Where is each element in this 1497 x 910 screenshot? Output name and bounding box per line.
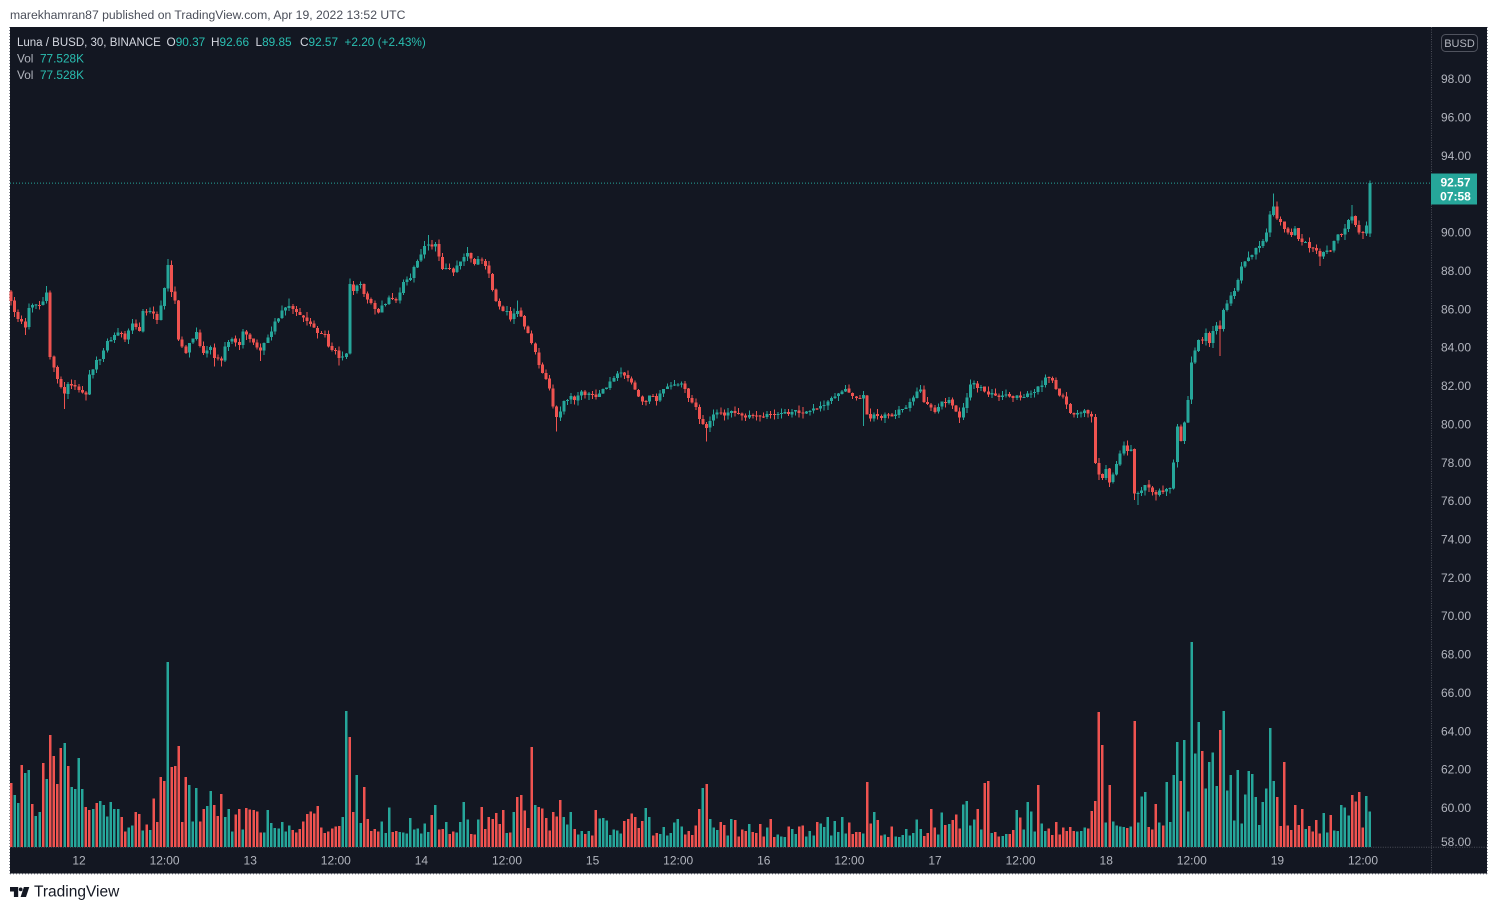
svg-text:12:00: 12:00 — [834, 853, 864, 867]
svg-text:94.00: 94.00 — [1441, 149, 1471, 163]
svg-text:70.00: 70.00 — [1441, 609, 1471, 623]
svg-text:13: 13 — [244, 853, 258, 867]
svg-text:60.00: 60.00 — [1441, 801, 1471, 815]
svg-text:12:00: 12:00 — [1348, 853, 1378, 867]
svg-text:64.00: 64.00 — [1441, 724, 1471, 738]
svg-text:82.00: 82.00 — [1441, 379, 1471, 393]
svg-text:86.00: 86.00 — [1441, 302, 1471, 316]
svg-text:92.57: 92.57 — [1440, 175, 1470, 189]
svg-text:18: 18 — [1100, 853, 1114, 867]
svg-text:76.00: 76.00 — [1441, 494, 1471, 508]
svg-text:12:00: 12:00 — [321, 853, 351, 867]
svg-text:Luna / BUSD, 30, BINANCE: Luna / BUSD, 30, BINANCE — [17, 37, 161, 49]
svg-text:80.00: 80.00 — [1441, 417, 1471, 431]
svg-text:14: 14 — [415, 853, 429, 867]
svg-text:12:00: 12:00 — [663, 853, 693, 867]
svg-text:19: 19 — [1271, 853, 1285, 867]
svg-text:68.00: 68.00 — [1441, 648, 1471, 662]
svg-text:H92.66: H92.66 — [211, 35, 249, 49]
svg-text:66.00: 66.00 — [1441, 686, 1471, 700]
svg-text:12:00: 12:00 — [1006, 853, 1036, 867]
svg-text:07:58: 07:58 — [1440, 190, 1471, 204]
svg-text:77.528K: 77.528K — [40, 52, 84, 66]
svg-text:77.528K: 77.528K — [40, 68, 84, 82]
svg-text:12:00: 12:00 — [492, 853, 522, 867]
svg-text:88.00: 88.00 — [1441, 264, 1471, 278]
svg-text:98.00: 98.00 — [1441, 72, 1471, 86]
svg-text:O90.37: O90.37 — [167, 35, 206, 49]
svg-text:12:00: 12:00 — [1177, 853, 1207, 867]
svg-text:74.00: 74.00 — [1441, 533, 1471, 547]
svg-text:78.00: 78.00 — [1441, 456, 1471, 470]
svg-text:+2.20 (+2.43%): +2.20 (+2.43%) — [345, 35, 426, 49]
svg-text:L89.85: L89.85 — [256, 35, 293, 49]
svg-text:C92.57: C92.57 — [300, 35, 338, 49]
svg-text:Vol: Vol — [17, 52, 33, 66]
svg-text:96.00: 96.00 — [1441, 111, 1471, 125]
svg-text:12: 12 — [72, 853, 86, 867]
svg-text:TradingView: TradingView — [34, 884, 120, 901]
svg-text:58.00: 58.00 — [1441, 835, 1471, 849]
svg-text:12:00: 12:00 — [150, 853, 180, 867]
svg-text:marekhamran87 published on Tra: marekhamran87 published on TradingView.c… — [10, 8, 406, 22]
svg-text:Vol: Vol — [17, 68, 33, 82]
svg-text:90.00: 90.00 — [1441, 226, 1471, 240]
svg-text:15: 15 — [586, 853, 600, 867]
svg-text:16: 16 — [757, 853, 771, 867]
svg-text:62.00: 62.00 — [1441, 763, 1471, 777]
svg-text:17: 17 — [928, 853, 942, 867]
svg-text:BUSD: BUSD — [1444, 38, 1475, 50]
svg-text:72.00: 72.00 — [1441, 571, 1471, 585]
svg-text:84.00: 84.00 — [1441, 341, 1471, 355]
